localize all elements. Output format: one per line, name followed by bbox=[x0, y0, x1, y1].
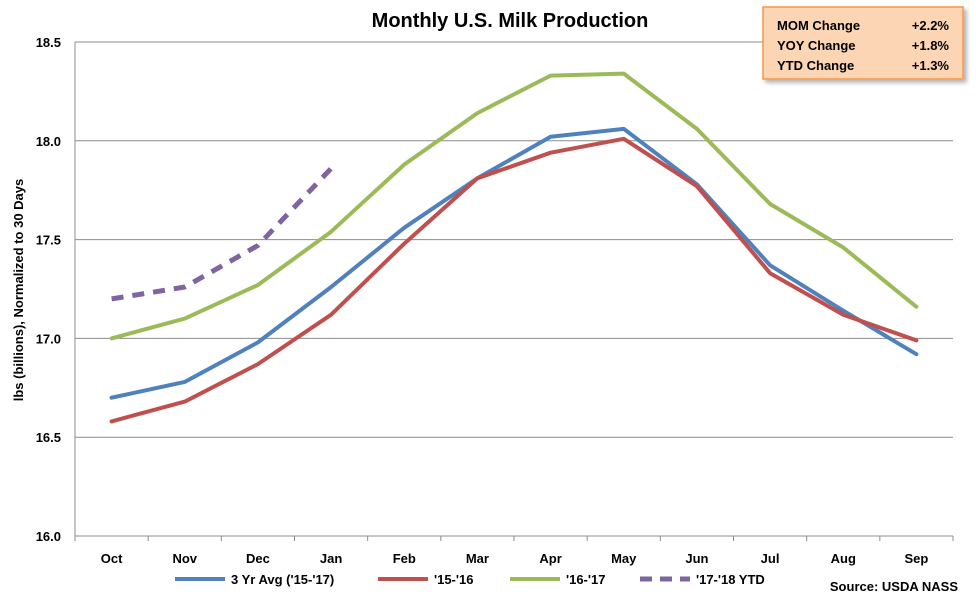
summary-label: MOM Change bbox=[777, 18, 860, 33]
x-tick-label: Jan bbox=[320, 551, 342, 566]
legend-label-1: '15-'16 bbox=[434, 572, 473, 587]
y-tick-label: 16.5 bbox=[36, 430, 61, 445]
summary-box-bg bbox=[762, 6, 964, 80]
x-tick-label: Feb bbox=[393, 551, 416, 566]
series-line-3 bbox=[111, 166, 333, 302]
x-tick-label: Dec bbox=[246, 551, 270, 566]
legend: 3 Yr Avg ('15-'17) '15-'16 '16-'17 '17-'18 … bbox=[175, 572, 765, 587]
chart-title: Monthly U.S. Milk Production bbox=[372, 10, 649, 32]
x-tick-label: May bbox=[611, 551, 637, 566]
y-tick-label: 18.5 bbox=[36, 35, 61, 50]
y-tick-labels: 16.0 16.5 17.0 17.5 18.0 18.5 bbox=[36, 35, 61, 544]
summary-label: YOY Change bbox=[777, 38, 856, 53]
x-tick-label: Jul bbox=[761, 551, 780, 566]
legend-label-2: '16-'17 bbox=[566, 572, 605, 587]
y-axis-label: lbs (billions), Normalized to 30 Days bbox=[11, 179, 26, 402]
y-tick-label: 17.0 bbox=[36, 331, 61, 346]
x-tick-label: Oct bbox=[101, 551, 123, 566]
series-lines bbox=[109, 71, 919, 424]
x-tick-label: Apr bbox=[539, 551, 561, 566]
series-line-0 bbox=[109, 126, 919, 400]
x-tick-label: Mar bbox=[466, 551, 489, 566]
summary-value: +1.3% bbox=[912, 58, 950, 73]
gridlines bbox=[74, 41, 954, 541]
x-tick-labels: Oct Nov Dec Jan Feb Mar Apr May Jun Jul Aug Sep bbox=[101, 551, 929, 566]
x-tick-label: Aug bbox=[831, 551, 856, 566]
y-tick-label: 17.5 bbox=[36, 233, 61, 248]
y-tick-label: 18.0 bbox=[36, 134, 61, 149]
x-tick-label: Jun bbox=[685, 551, 708, 566]
x-tick-label: Sep bbox=[904, 551, 928, 566]
summary-box: MOM Change +2.2% YOY Change +1.8% YTD Change… bbox=[762, 6, 964, 80]
series-line-1 bbox=[109, 136, 919, 424]
source-note: Source: USDA NASS bbox=[830, 579, 958, 594]
summary-value: +1.8% bbox=[912, 38, 950, 53]
series-line-2 bbox=[109, 71, 919, 341]
x-tick-label: Nov bbox=[172, 551, 197, 566]
y-tick-label: 16.0 bbox=[36, 529, 61, 544]
summary-value: +2.2% bbox=[912, 18, 950, 33]
summary-label: YTD Change bbox=[777, 58, 854, 73]
legend-label-3: '17-'18 YTD bbox=[696, 572, 765, 587]
legend-label-0: 3 Yr Avg ('15-'17) bbox=[231, 572, 334, 587]
